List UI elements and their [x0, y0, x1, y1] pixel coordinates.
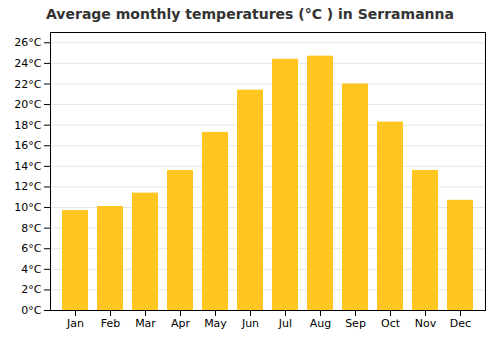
svg-text:4°C: 4°C	[21, 263, 41, 276]
svg-text:Aug: Aug	[310, 317, 331, 330]
svg-text:24°C: 24°C	[14, 57, 41, 70]
svg-text:Oct: Oct	[381, 317, 401, 330]
svg-text:16°C: 16°C	[14, 139, 41, 152]
svg-text:Dec: Dec	[450, 317, 471, 330]
svg-text:14°C: 14°C	[14, 160, 41, 173]
html-text:Average monthly temperatures (: Average monthly temperatures (°C ) in Se…	[46, 6, 454, 22]
svg-text:Apr: Apr	[171, 317, 191, 330]
svg-text:6°C: 6°C	[21, 242, 41, 255]
svg-text:0°C: 0°C	[21, 304, 41, 317]
svg-text:Nov: Nov	[415, 317, 437, 330]
svg-text:22°C: 22°C	[14, 78, 41, 91]
svg-text:12°C: 12°C	[14, 180, 41, 193]
svg-text:Jun: Jun	[241, 317, 259, 330]
svg-text:26°C: 26°C	[14, 36, 41, 49]
svg-text:May: May	[204, 317, 227, 330]
svg-text:2°C: 2°C	[21, 283, 41, 296]
svg-text:Mar: Mar	[135, 317, 156, 330]
svg-text:20°C: 20°C	[14, 98, 41, 111]
svg-text:Feb: Feb	[101, 317, 120, 330]
svg-text:Jul: Jul	[278, 317, 292, 330]
svg-text:18°C: 18°C	[14, 119, 41, 132]
svg-text:Jan: Jan	[66, 317, 84, 330]
svg-text:8°C: 8°C	[21, 222, 41, 235]
svg-text:10°C: 10°C	[14, 201, 41, 214]
svg-text:Sep: Sep	[345, 317, 366, 330]
